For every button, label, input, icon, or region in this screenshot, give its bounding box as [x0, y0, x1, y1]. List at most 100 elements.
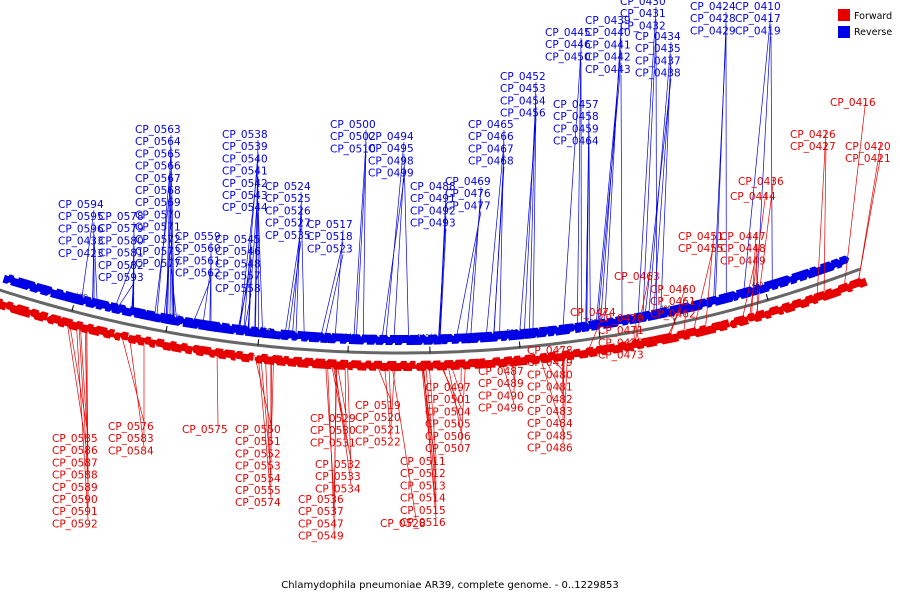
forward-gene-label[interactable]: CP_0547	[298, 518, 344, 530]
reverse-gene-label[interactable]: CP_0570	[135, 209, 181, 221]
forward-gene-label[interactable]: CP_0489	[478, 378, 524, 390]
forward-gene-label[interactable]: CP_0550	[235, 424, 281, 436]
reverse-gene-label[interactable]: CP_0434	[635, 31, 681, 43]
reverse-gene-label[interactable]: CP_0564	[135, 136, 181, 148]
forward-gene-label[interactable]: CP_0576	[108, 421, 154, 433]
forward-gene-label[interactable]: CP_0448	[720, 243, 766, 255]
reverse-gene-label[interactable]: CP_0499	[368, 168, 414, 180]
reverse-gene-label[interactable]: CP_0572	[135, 234, 181, 246]
forward-gene-label[interactable]: CP_0585	[52, 433, 98, 445]
reverse-gene-label[interactable]: CP_0457	[553, 99, 599, 111]
forward-gene-label[interactable]: CP_0449	[720, 255, 766, 267]
reverse-gene-label[interactable]: CP_0442	[585, 52, 631, 64]
forward-gene-label[interactable]: CP_0588	[52, 470, 98, 482]
forward-gene-label[interactable]: CP_0463	[614, 271, 660, 283]
reverse-gene-label[interactable]: CP_0561	[175, 255, 221, 267]
reverse-gene-label[interactable]: CP_0568	[135, 185, 181, 197]
reverse-gene-label[interactable]: CP_0488	[410, 181, 456, 193]
reverse-gene-label[interactable]: CP_0437	[635, 55, 681, 67]
forward-gene-label[interactable]: CP_0592	[52, 518, 98, 530]
reverse-gene-label[interactable]: CP_0543	[222, 190, 268, 202]
forward-gene-label[interactable]: CP_0584	[108, 445, 154, 457]
forward-gene-label[interactable]: CP_0531	[310, 437, 356, 449]
forward-gene-label[interactable]: CP_0583	[108, 433, 154, 445]
reverse-gene-label[interactable]: CP_0468	[468, 156, 514, 168]
forward-gene-label[interactable]: CP_0591	[52, 506, 98, 518]
forward-gene-label[interactable]: CP_0486	[527, 443, 573, 455]
forward-gene-label[interactable]: CP_0461	[650, 296, 696, 308]
reverse-gene-label[interactable]: CP_0433	[58, 236, 104, 248]
reverse-gene-label[interactable]: CP_0498	[368, 155, 414, 167]
reverse-gene-label[interactable]: CP_0562	[175, 268, 221, 280]
forward-gene-label[interactable]: CP_0551	[235, 436, 281, 448]
forward-gene-label[interactable]: CP_0479	[527, 357, 573, 369]
reverse-gene-label[interactable]: CP_0466	[468, 131, 514, 143]
reverse-gene-label[interactable]: CP_0540	[222, 153, 268, 165]
forward-gene-label[interactable]: CP_0533	[315, 471, 361, 483]
forward-gene-label[interactable]: CP_0549	[298, 531, 344, 543]
reverse-gene-label[interactable]: CP_0445	[545, 27, 591, 39]
forward-gene-label[interactable]: CP_0574	[235, 497, 281, 509]
forward-gene-label[interactable]: CP_0460	[650, 284, 696, 296]
reverse-gene-label[interactable]: CP_0469	[445, 176, 491, 188]
reverse-gene-label[interactable]: CP_0441	[585, 39, 631, 51]
forward-gene-label[interactable]: CP_0532	[315, 459, 361, 471]
reverse-gene-label[interactable]: CP_0429	[690, 25, 736, 37]
forward-gene-label[interactable]: CP_0472	[598, 337, 644, 349]
forward-gene-label[interactable]: CP_0587	[52, 457, 98, 469]
forward-gene-label[interactable]: CP_0473	[598, 350, 644, 362]
forward-gene-label[interactable]: CP_0447	[720, 231, 766, 243]
forward-gene-label[interactable]: CP_0436	[738, 176, 784, 188]
reverse-gene-label[interactable]: CP_0566	[135, 161, 181, 173]
reverse-gene-label[interactable]: CP_0452	[500, 71, 546, 83]
forward-gene-label[interactable]: CP_0505	[425, 419, 471, 431]
reverse-gene-label[interactable]: CP_0594	[58, 199, 104, 211]
forward-gene-label[interactable]: CP_0530	[310, 425, 356, 437]
forward-gene-label[interactable]: CP_0528	[380, 518, 426, 530]
reverse-gene-label[interactable]: CP_0569	[135, 197, 181, 209]
forward-gene-label[interactable]: CP_0471	[598, 325, 644, 337]
reverse-gene-label[interactable]: CP_0494	[368, 131, 414, 143]
forward-gene-label[interactable]: CP_0536	[298, 494, 344, 506]
reverse-gene-label[interactable]: CP_0491	[410, 193, 456, 205]
forward-gene-label[interactable]: CP_0416	[830, 97, 876, 109]
reverse-gene-label[interactable]: CP_0432	[620, 20, 666, 32]
forward-gene-label[interactable]: CP_0483	[527, 406, 573, 418]
forward-gene-label[interactable]: CP_0427	[790, 141, 836, 153]
reverse-gene-label[interactable]: CP_0544	[222, 202, 268, 214]
forward-gene-label[interactable]: CP_0481	[527, 382, 573, 394]
forward-gene-label[interactable]: CP_0555	[235, 485, 281, 497]
forward-gene-label[interactable]: CP_0522	[355, 437, 401, 449]
reverse-gene-label[interactable]: CP_0525	[265, 193, 311, 205]
reverse-gene-label[interactable]: CP_0419	[735, 25, 781, 37]
reverse-gene-label[interactable]: CP_0517	[307, 219, 353, 231]
forward-gene-label[interactable]: CP_0462	[650, 308, 696, 320]
reverse-gene-label[interactable]: CP_0465	[468, 119, 514, 131]
forward-gene-label[interactable]: CP_0507	[425, 443, 471, 455]
forward-gene-label[interactable]: CP_0590	[52, 494, 98, 506]
reverse-gene-label[interactable]: CP_0580	[98, 235, 144, 247]
reverse-gene-label[interactable]: CP_0467	[468, 143, 514, 155]
reverse-gene-label[interactable]: CP_0596	[58, 223, 104, 235]
reverse-gene-label[interactable]: CP_0410	[735, 1, 781, 13]
forward-gene-label[interactable]: CP_0451	[678, 231, 724, 243]
forward-gene-label[interactable]: CP_0512	[400, 468, 446, 480]
reverse-gene-label[interactable]: CP_0558	[215, 283, 261, 295]
reverse-gene-label[interactable]: CP_0424	[690, 1, 736, 13]
forward-gene-label[interactable]: CP_0421	[845, 153, 891, 165]
reverse-gene-label[interactable]: CP_0593	[98, 272, 144, 284]
forward-gene-label[interactable]: CP_0426	[790, 129, 836, 141]
reverse-gene-label[interactable]: CP_0439	[585, 15, 631, 27]
reverse-gene-label[interactable]: CP_0539	[222, 141, 268, 153]
forward-gene-label[interactable]: CP_0504	[425, 406, 471, 418]
forward-gene-label[interactable]: CP_0519	[355, 400, 401, 412]
reverse-gene-label[interactable]: CP_0450	[545, 51, 591, 63]
reverse-gene-label[interactable]: CP_0578	[98, 211, 144, 223]
reverse-gene-label[interactable]: CP_0527	[265, 218, 311, 230]
reverse-gene-label[interactable]: CP_0500	[330, 119, 376, 131]
forward-gene-label[interactable]: CP_0553	[235, 461, 281, 473]
reverse-gene-label[interactable]: CP_0538	[222, 129, 268, 141]
forward-gene-label[interactable]: CP_0554	[235, 473, 281, 485]
forward-gene-label[interactable]: CP_0485	[527, 430, 573, 442]
forward-gene-label[interactable]: CP_0586	[52, 445, 98, 457]
